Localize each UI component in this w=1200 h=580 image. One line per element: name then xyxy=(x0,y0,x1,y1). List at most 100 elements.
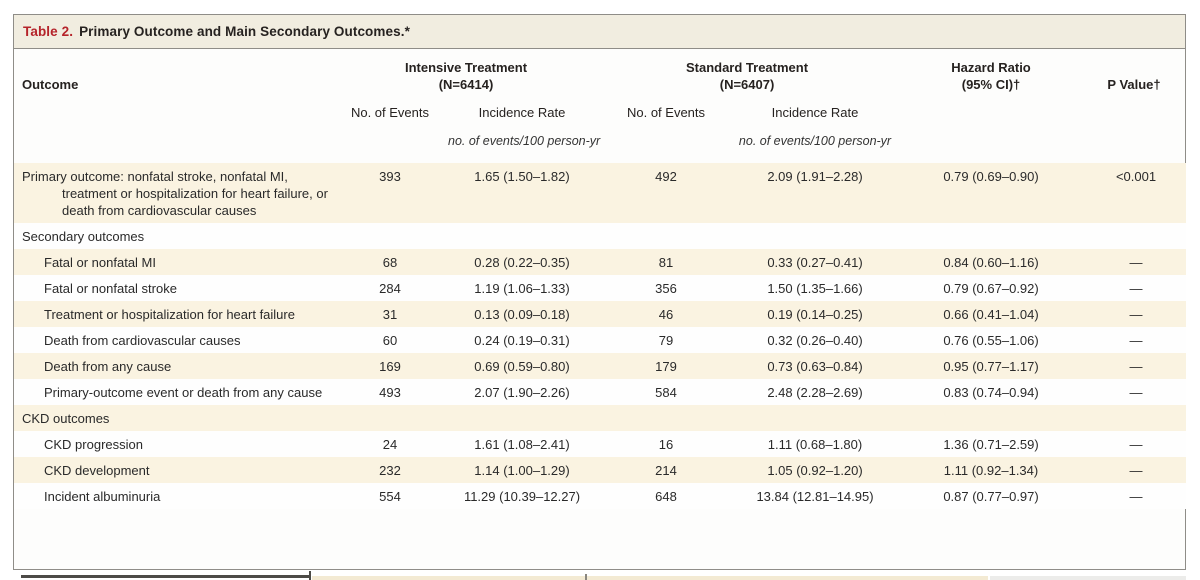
outcome-cell: CKD progression xyxy=(14,431,334,457)
hazard-ratio-cell: 0.95 (0.77–1.17) xyxy=(896,353,1087,379)
col-header-p-value: P Value† xyxy=(1107,77,1161,92)
outcome-cell: Primary-outcome event or death from any … xyxy=(14,379,334,405)
hazard-ratio-cell: 0.84 (0.60–1.16) xyxy=(896,249,1087,275)
p-value-cell: — xyxy=(1086,249,1187,275)
events-cell: 24 xyxy=(334,431,446,457)
outcome-cell: Death from cardiovascular causes xyxy=(14,327,334,353)
events-cell: 46 xyxy=(598,301,735,327)
group-intensive-name: Intensive Treatment xyxy=(404,60,528,75)
p-value-cell xyxy=(1086,223,1187,249)
cutoff-artifact xyxy=(309,571,311,580)
table-row-ckd-progression: CKD progression 24 1.61 (1.08–2.41) 16 1… xyxy=(14,431,1187,457)
p-value-cell: — xyxy=(1086,457,1187,483)
events-cell: 492 xyxy=(598,163,735,223)
rate-cell: 1.05 (0.92–1.20) xyxy=(734,457,897,483)
p-value-cell: — xyxy=(1086,301,1187,327)
p-value-cell: — xyxy=(1086,431,1187,457)
col-header-outcome: Outcome xyxy=(22,77,79,92)
spacer-cell xyxy=(1086,95,1186,131)
p-value-cell: — xyxy=(1086,379,1187,405)
spacer-cell xyxy=(598,131,734,163)
section-row-secondary-outcomes: Secondary outcomes xyxy=(14,223,1187,249)
table-row-fatal-nonfatal-mi: Fatal or nonfatal MI 68 0.28 (0.22–0.35)… xyxy=(14,249,1187,275)
table-row-primary-outcome: Primary outcome: nonfatal stroke, nonfat… xyxy=(14,163,1187,223)
events-cell: 393 xyxy=(334,163,446,223)
rate-cell: 1.61 (1.08–2.41) xyxy=(446,431,599,457)
events-cell xyxy=(334,405,446,431)
table-2-panel: Table 2. Primary Outcome and Main Second… xyxy=(13,14,1187,570)
spacer-cell xyxy=(896,95,1086,131)
outcome-cell: Fatal or nonfatal MI xyxy=(14,249,334,275)
units-note-intensive: no. of events/100 person-yr xyxy=(448,134,601,148)
table-header: Outcome Intensive Treatment (N=6414) Sta… xyxy=(14,49,1186,163)
rate-cell: 0.69 (0.59–0.80) xyxy=(446,353,599,379)
units-note-standard: no. of events/100 person-yr xyxy=(738,134,892,148)
cutoff-artifact xyxy=(312,576,988,580)
outcome-cell: Treatment or hospitalization for heart f… xyxy=(14,301,334,327)
hazard-ratio-cell: 1.36 (0.71–2.59) xyxy=(896,431,1087,457)
table-row-ckd-development: CKD development 232 1.14 (1.00–1.29) 214… xyxy=(14,457,1187,483)
cutoff-artifact xyxy=(990,576,1186,580)
hazard-ratio-cell: 0.79 (0.67–0.92) xyxy=(896,275,1087,301)
outcome-cell: Death from any cause xyxy=(14,353,334,379)
outcomes-table: Outcome Intensive Treatment (N=6414) Sta… xyxy=(14,49,1187,509)
p-value-cell: — xyxy=(1086,483,1187,509)
events-cell: 169 xyxy=(334,353,446,379)
rate-cell xyxy=(446,223,599,249)
p-value-cell: — xyxy=(1086,327,1187,353)
table-row-fatal-nonfatal-stroke: Fatal or nonfatal stroke 284 1.19 (1.06–… xyxy=(14,275,1187,301)
rate-cell: 0.13 (0.09–0.18) xyxy=(446,301,599,327)
group-standard-name: Standard Treatment xyxy=(685,60,809,75)
group-header-standard: Standard Treatment (N=6407) xyxy=(598,49,896,95)
events-cell: 493 xyxy=(334,379,446,405)
events-cell: 554 xyxy=(334,483,446,509)
cutoff-artifact xyxy=(21,575,309,578)
events-cell xyxy=(334,223,446,249)
events-cell: 179 xyxy=(598,353,735,379)
events-cell: 284 xyxy=(334,275,446,301)
subheader-rate-standard: Incidence Rate xyxy=(771,105,859,120)
rate-cell: 13.84 (12.81–14.95) xyxy=(734,483,897,509)
hazard-ratio-line2: (95% CI)† xyxy=(961,77,1021,92)
hazard-ratio-cell: 0.83 (0.74–0.94) xyxy=(896,379,1087,405)
hazard-ratio-cell: 0.76 (0.55–1.06) xyxy=(896,327,1087,353)
section-label: CKD outcomes xyxy=(14,405,334,431)
spacer-cell xyxy=(14,95,334,131)
events-cell: 356 xyxy=(598,275,735,301)
table-title: Primary Outcome and Main Secondary Outco… xyxy=(79,24,410,39)
table-title-bar: Table 2. Primary Outcome and Main Second… xyxy=(14,15,1185,49)
spacer-cell xyxy=(14,131,334,163)
table-row-incident-albuminuria: Incident albuminuria 554 11.29 (10.39–12… xyxy=(14,483,1187,509)
subheader-rate-intensive: Incidence Rate xyxy=(478,105,566,120)
rate-cell: 2.07 (1.90–2.26) xyxy=(446,379,599,405)
p-value-cell: <0.001 xyxy=(1086,163,1187,223)
col-header-hazard-ratio: Hazard Ratio (95% CI)† xyxy=(896,49,1086,95)
group-standard-n: (N=6407) xyxy=(719,77,775,92)
spacer-cell xyxy=(1086,131,1186,163)
table-row-primary-event-or-death: Primary-outcome event or death from any … xyxy=(14,379,1187,405)
spacer-cell xyxy=(896,131,1086,163)
rate-cell: 2.09 (1.91–2.28) xyxy=(734,163,897,223)
table-row-death-any-cause: Death from any cause 169 0.69 (0.59–0.80… xyxy=(14,353,1187,379)
rate-cell xyxy=(734,223,897,249)
outcome-cell: CKD development xyxy=(14,457,334,483)
events-cell: 31 xyxy=(334,301,446,327)
subheader-events-intensive: No. of Events xyxy=(350,105,430,120)
rate-cell: 0.19 (0.14–0.25) xyxy=(734,301,897,327)
events-cell: 81 xyxy=(598,249,735,275)
group-header-intensive: Intensive Treatment (N=6414) xyxy=(334,49,598,95)
events-cell: 648 xyxy=(598,483,735,509)
hazard-ratio-line1: Hazard Ratio xyxy=(951,60,1031,75)
hazard-ratio-cell: 1.11 (0.92–1.34) xyxy=(896,457,1087,483)
outcome-cell: Incident albuminuria xyxy=(14,483,334,509)
section-label: Secondary outcomes xyxy=(14,223,334,249)
rate-cell: 1.50 (1.35–1.66) xyxy=(734,275,897,301)
events-cell xyxy=(598,223,735,249)
hazard-ratio-cell: 0.87 (0.77–0.97) xyxy=(896,483,1087,509)
rate-cell: 0.73 (0.63–0.84) xyxy=(734,353,897,379)
table-body: Primary outcome: nonfatal stroke, nonfat… xyxy=(14,163,1187,509)
rate-cell: 0.33 (0.27–0.41) xyxy=(734,249,897,275)
cutoff-artifact xyxy=(585,574,587,580)
rate-cell: 11.29 (10.39–12.27) xyxy=(446,483,599,509)
events-cell: 214 xyxy=(598,457,735,483)
